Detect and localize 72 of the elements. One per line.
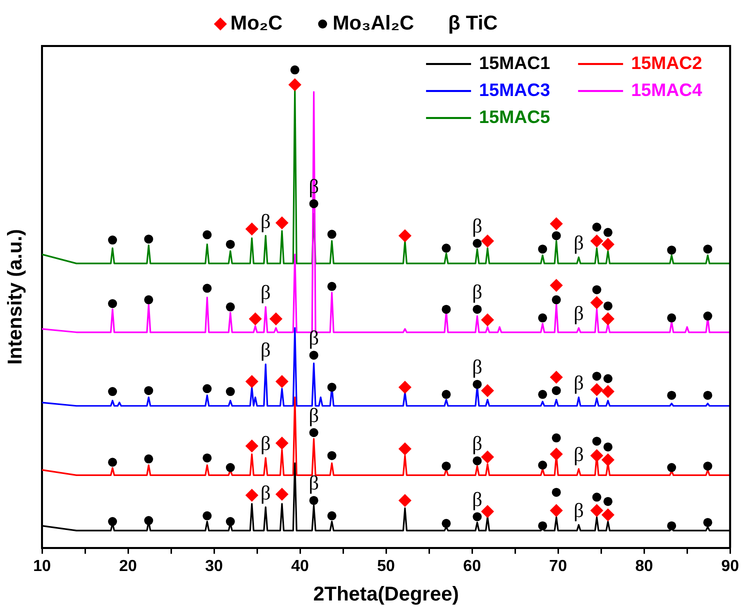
- point: [245, 488, 258, 502]
- point: [550, 278, 563, 292]
- point: [590, 449, 604, 462]
- point: [481, 450, 494, 464]
- annotation: β: [260, 282, 271, 304]
- x-axis-title: 2Theta(Degree): [313, 584, 459, 606]
- point: [245, 440, 258, 453]
- x-tick-label: 90: [721, 558, 740, 575]
- point: [288, 78, 302, 92]
- x-tick-label: 30: [205, 558, 224, 575]
- annotation: β: [472, 356, 482, 379]
- point: [601, 312, 614, 326]
- point: [275, 436, 288, 450]
- legend-label: 15MAC2: [631, 52, 702, 73]
- x-tick-label: 40: [291, 558, 310, 575]
- point: [481, 504, 494, 518]
- annotation: β: [574, 303, 584, 326]
- annotation: β: [260, 340, 271, 362]
- annotation: β: [260, 433, 271, 456]
- annotation: β: [472, 433, 482, 456]
- point: [398, 442, 412, 456]
- annotation: β: [574, 232, 584, 254]
- point: [550, 504, 563, 518]
- annotation: β: [472, 488, 482, 511]
- annotation: β: [574, 444, 584, 466]
- annotation: β: [472, 216, 482, 238]
- legend-label: Mo₃Al₂C: [332, 12, 414, 35]
- annotation: β: [574, 500, 584, 522]
- point: [590, 234, 604, 248]
- annotation: β: [308, 404, 319, 427]
- point: [601, 238, 614, 251]
- point: [601, 385, 614, 398]
- annotation: β: [574, 372, 584, 395]
- legend-label: Mo₂C: [230, 12, 283, 35]
- point: [550, 217, 563, 230]
- x-tick-label: 70: [549, 558, 568, 575]
- point: [601, 453, 614, 466]
- point: [398, 380, 412, 394]
- point: [481, 234, 494, 248]
- point: [245, 374, 258, 388]
- point: [550, 448, 563, 461]
- point: [550, 370, 563, 384]
- point: [590, 383, 604, 396]
- legend-label: 15MAC1: [479, 52, 550, 73]
- annotation: β: [260, 210, 271, 233]
- point: [275, 374, 288, 388]
- point: [398, 494, 412, 507]
- x-tick-label: 10: [33, 558, 51, 575]
- x-tick-label: 60: [463, 558, 482, 575]
- point: [481, 313, 494, 326]
- point: [398, 229, 412, 242]
- x-tick-label: 80: [635, 558, 654, 575]
- point: [245, 222, 258, 236]
- point: [275, 488, 288, 501]
- y-axis-title: Intensity (a.u.): [4, 229, 27, 365]
- text: β TiC: [448, 12, 498, 35]
- point: [590, 504, 604, 518]
- point: [269, 312, 282, 326]
- x-tick-label: 50: [377, 558, 396, 575]
- point: [248, 312, 262, 326]
- annotation: β: [308, 472, 319, 495]
- annotation: β: [308, 327, 319, 350]
- legend-label: 15MAC4: [631, 80, 702, 100]
- point: [601, 508, 614, 522]
- annotation: β: [260, 482, 271, 504]
- annotation: β: [472, 282, 482, 304]
- legend-label: 15MAC5: [479, 106, 550, 127]
- point: [275, 216, 288, 230]
- point: [481, 384, 494, 398]
- legend-label: 15MAC3: [479, 80, 550, 100]
- point: [590, 296, 604, 310]
- x-tick-label: 20: [119, 558, 138, 575]
